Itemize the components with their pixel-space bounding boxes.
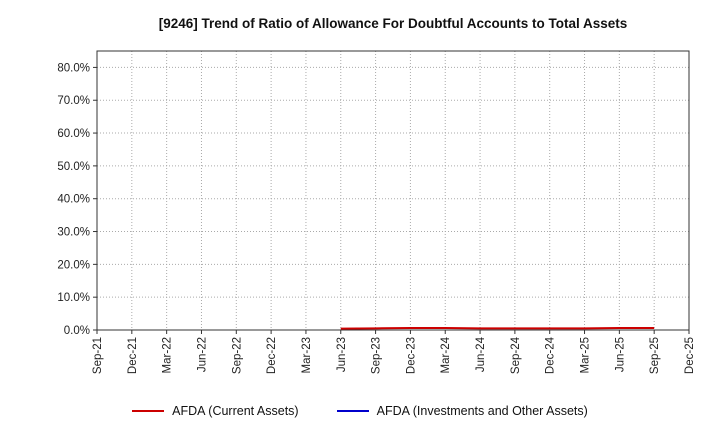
svg-text:Jun-24: Jun-24 bbox=[475, 336, 487, 372]
svg-text:70.0%: 70.0% bbox=[57, 95, 90, 107]
svg-text:Sep-22: Sep-22 bbox=[231, 337, 243, 374]
svg-text:0.0%: 0.0% bbox=[64, 325, 90, 337]
legend-label-investments: AFDA (Investments and Other Assets) bbox=[376, 404, 588, 418]
svg-text:40.0%: 40.0% bbox=[57, 194, 90, 206]
svg-text:Mar-23: Mar-23 bbox=[301, 337, 313, 373]
chart-title: [9246] Trend of Ratio of Allowance For D… bbox=[158, 16, 628, 31]
svg-text:Dec-23: Dec-23 bbox=[405, 337, 417, 374]
svg-text:Dec-21: Dec-21 bbox=[127, 337, 139, 374]
svg-text:Jun-23: Jun-23 bbox=[336, 337, 348, 372]
legend-red-line-icon bbox=[132, 410, 165, 412]
svg-text:80.0%: 80.0% bbox=[57, 62, 90, 74]
svg-text:30.0%: 30.0% bbox=[57, 227, 90, 239]
svg-text:Dec-22: Dec-22 bbox=[266, 337, 278, 374]
legend-label-current-assets: AFDA (Current Assets) bbox=[172, 404, 299, 418]
svg-text:Sep-24: Sep-24 bbox=[510, 336, 522, 374]
legend: AFDA (Current Assets) AFDA (Investments … bbox=[0, 404, 720, 418]
svg-text:Sep-21: Sep-21 bbox=[92, 337, 104, 374]
svg-text:Dec-25: Dec-25 bbox=[684, 337, 696, 374]
svg-text:20.0%: 20.0% bbox=[57, 259, 90, 271]
plot-area: 0.0% 10.0% 20.0% 30.0% 40.0% 50.0% 60.0% 70.0% 8… bbox=[57, 50, 696, 374]
legend-blue-line-icon bbox=[336, 410, 369, 412]
svg-text:50.0%: 50.0% bbox=[57, 161, 90, 173]
svg-text:Mar-22: Mar-22 bbox=[162, 337, 174, 373]
svg-text:Sep-25: Sep-25 bbox=[649, 337, 661, 374]
svg-text:10.0%: 10.0% bbox=[57, 292, 90, 304]
svg-text:Dec-24: Dec-24 bbox=[545, 336, 557, 374]
svg-text:Sep-23: Sep-23 bbox=[371, 337, 383, 374]
legend-item-afda-investments: AFDA (Investments and Other Assets) bbox=[336, 404, 588, 418]
svg-text:Mar-24: Mar-24 bbox=[440, 336, 452, 373]
svg-text:Jun-22: Jun-22 bbox=[196, 337, 208, 372]
svg-text:Mar-25: Mar-25 bbox=[580, 337, 592, 373]
svg-text:Jun-25: Jun-25 bbox=[614, 337, 626, 372]
svg-text:60.0%: 60.0% bbox=[57, 128, 90, 140]
legend-item-afda-current-assets: AFDA (Current Assets) bbox=[132, 404, 299, 418]
